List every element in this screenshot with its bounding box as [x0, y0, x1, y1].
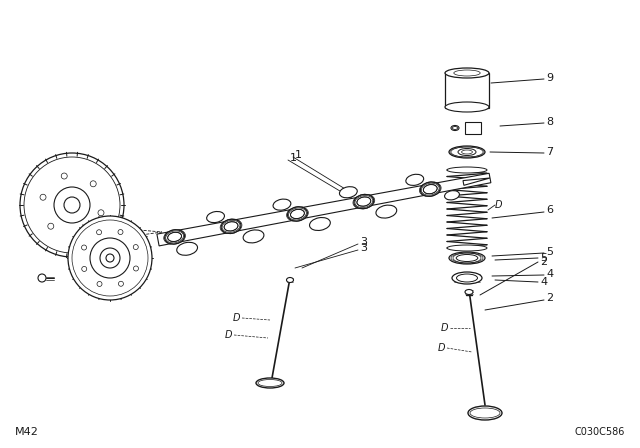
Text: 4: 4	[546, 269, 553, 279]
Ellipse shape	[423, 185, 437, 194]
Ellipse shape	[273, 199, 291, 210]
Circle shape	[24, 157, 120, 253]
Text: D: D	[232, 313, 240, 323]
Ellipse shape	[449, 252, 485, 264]
Ellipse shape	[458, 148, 476, 155]
Circle shape	[90, 238, 130, 278]
Ellipse shape	[221, 219, 241, 233]
Ellipse shape	[454, 70, 480, 76]
Text: 3: 3	[360, 243, 367, 253]
Ellipse shape	[449, 146, 485, 158]
Ellipse shape	[451, 125, 459, 130]
Ellipse shape	[224, 222, 238, 231]
Circle shape	[100, 248, 120, 268]
Ellipse shape	[452, 272, 482, 284]
Ellipse shape	[287, 277, 294, 283]
Ellipse shape	[357, 197, 371, 206]
Text: 2: 2	[546, 293, 553, 303]
Ellipse shape	[310, 218, 330, 230]
Text: 6: 6	[546, 205, 553, 215]
Text: 5: 5	[0, 447, 1, 448]
Text: 4: 4	[540, 277, 547, 287]
Polygon shape	[157, 173, 491, 246]
Ellipse shape	[461, 150, 472, 154]
Ellipse shape	[354, 194, 374, 209]
Text: C030C586: C030C586	[575, 427, 625, 437]
Ellipse shape	[256, 378, 284, 388]
Ellipse shape	[447, 167, 487, 173]
Ellipse shape	[177, 242, 198, 255]
Text: D: D	[440, 323, 448, 333]
Ellipse shape	[465, 289, 473, 294]
Text: 7: 7	[546, 147, 553, 157]
Polygon shape	[463, 178, 490, 185]
Text: 1: 1	[290, 153, 297, 163]
Ellipse shape	[243, 230, 264, 243]
Ellipse shape	[420, 182, 440, 196]
Circle shape	[106, 254, 114, 262]
Ellipse shape	[291, 209, 305, 219]
Text: M42: M42	[15, 427, 39, 437]
Text: 5: 5	[540, 253, 547, 263]
Text: D: D	[225, 330, 232, 340]
Circle shape	[64, 197, 80, 213]
Ellipse shape	[164, 230, 184, 244]
Ellipse shape	[376, 205, 397, 218]
Text: D: D	[438, 343, 445, 353]
Ellipse shape	[406, 174, 424, 185]
Ellipse shape	[287, 207, 307, 221]
Ellipse shape	[445, 191, 460, 200]
Bar	[445, 73, 489, 108]
Circle shape	[38, 274, 46, 282]
Ellipse shape	[456, 254, 478, 262]
Ellipse shape	[445, 102, 489, 112]
Circle shape	[72, 220, 148, 296]
Circle shape	[20, 153, 124, 257]
Text: 3: 3	[360, 237, 367, 247]
Ellipse shape	[468, 406, 502, 420]
Ellipse shape	[456, 274, 477, 282]
Ellipse shape	[207, 211, 225, 223]
Ellipse shape	[168, 233, 182, 241]
Circle shape	[54, 187, 90, 223]
Ellipse shape	[445, 68, 489, 78]
Text: 8: 8	[546, 117, 553, 127]
Ellipse shape	[339, 187, 357, 198]
Text: 2: 2	[540, 257, 547, 267]
Text: D: D	[495, 200, 502, 210]
Text: 9: 9	[546, 73, 553, 83]
Text: 1: 1	[295, 150, 302, 160]
Text: 5: 5	[546, 247, 553, 257]
Ellipse shape	[452, 126, 458, 129]
Ellipse shape	[447, 245, 487, 251]
Circle shape	[68, 216, 152, 300]
Bar	[465, 122, 481, 134]
